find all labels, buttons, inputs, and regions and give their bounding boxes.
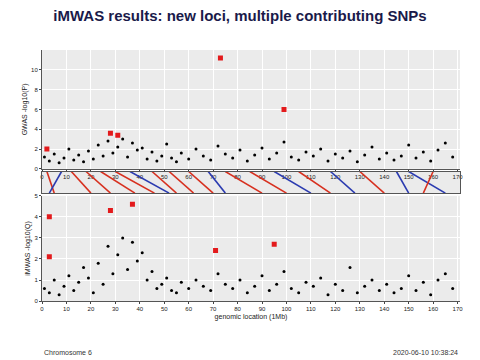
svg-text:100: 100 (281, 306, 292, 312)
svg-text:120: 120 (330, 306, 341, 312)
svg-text:150: 150 (404, 174, 415, 180)
svg-text:30: 30 (112, 306, 119, 312)
svg-text:30: 30 (112, 174, 119, 180)
svg-text:4: 4 (34, 126, 38, 132)
svg-text:0: 0 (40, 174, 44, 180)
svg-text:60: 60 (185, 306, 192, 312)
svg-text:140: 140 (379, 174, 390, 180)
svg-text:0: 0 (34, 166, 38, 172)
svg-text:4: 4 (34, 214, 38, 220)
svg-text:50: 50 (161, 306, 168, 312)
svg-text:40: 40 (136, 174, 143, 180)
svg-text:iMWAS results: new loci, multi: iMWAS results: new loci, multiple contri… (53, 7, 426, 24)
svg-text:8: 8 (34, 87, 38, 93)
svg-text:5: 5 (34, 193, 38, 199)
svg-text:2: 2 (34, 146, 38, 152)
svg-text:Chromosome 6: Chromosome 6 (44, 349, 92, 356)
svg-text:2020-06-10 10:38:24: 2020-06-10 10:38:24 (393, 349, 458, 356)
svg-text:0: 0 (34, 298, 38, 304)
svg-text:3: 3 (34, 235, 38, 241)
svg-text:130: 130 (355, 174, 366, 180)
svg-text:GWAS -log10(P): GWAS -log10(P) (21, 83, 29, 135)
svg-text:1: 1 (34, 277, 38, 283)
svg-text:150: 150 (404, 306, 415, 312)
svg-text:90: 90 (259, 306, 266, 312)
svg-text:140: 140 (379, 306, 390, 312)
svg-text:110: 110 (306, 174, 316, 180)
svg-text:iMWAS -log10(Q): iMWAS -log10(Q) (25, 221, 33, 276)
svg-text:70: 70 (210, 306, 217, 312)
svg-text:110: 110 (306, 306, 316, 312)
svg-text:0: 0 (40, 306, 44, 312)
svg-text:100: 100 (281, 174, 292, 180)
svg-text:120: 120 (330, 174, 341, 180)
svg-text:170: 170 (453, 306, 464, 312)
svg-text:20: 20 (88, 306, 95, 312)
svg-text:80: 80 (234, 174, 241, 180)
svg-text:10: 10 (63, 306, 70, 312)
svg-text:40: 40 (136, 306, 143, 312)
svg-text:20: 20 (88, 174, 95, 180)
svg-text:6: 6 (34, 107, 38, 113)
svg-text:2: 2 (34, 256, 38, 262)
svg-text:130: 130 (355, 306, 366, 312)
svg-text:50: 50 (161, 174, 168, 180)
svg-text:170: 170 (453, 174, 464, 180)
svg-text:10: 10 (31, 67, 38, 73)
svg-text:60: 60 (185, 174, 192, 180)
svg-text:80: 80 (234, 306, 241, 312)
svg-text:70: 70 (210, 174, 217, 180)
svg-text:160: 160 (428, 306, 439, 312)
svg-text:genomic location (1Mb): genomic location (1Mb) (215, 313, 288, 321)
svg-text:90: 90 (259, 174, 266, 180)
svg-text:10: 10 (63, 174, 70, 180)
svg-text:160: 160 (428, 174, 439, 180)
